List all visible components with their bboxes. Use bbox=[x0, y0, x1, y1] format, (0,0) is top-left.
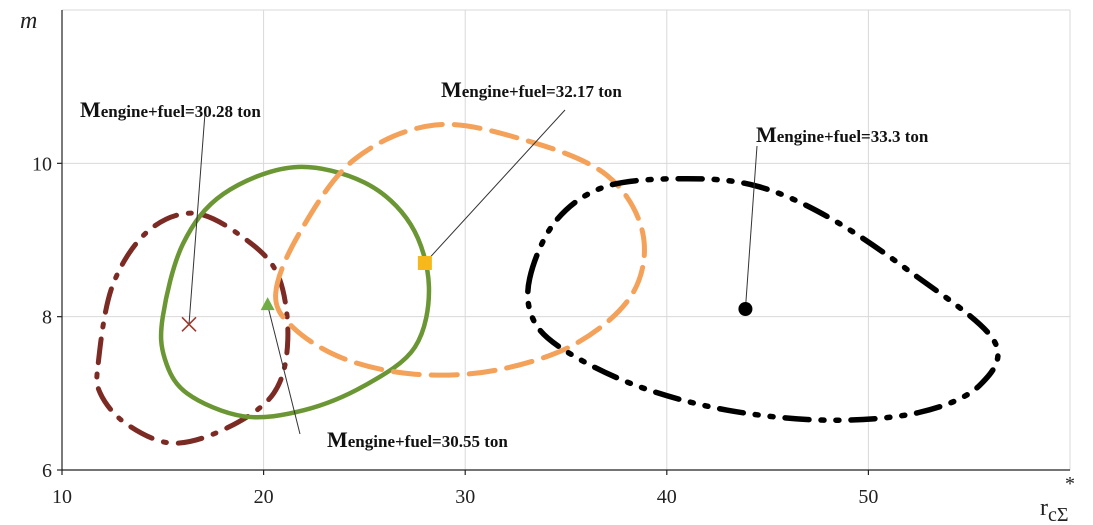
annotation-leader-4 bbox=[745, 146, 757, 309]
x-tick-label: 10 bbox=[52, 486, 72, 508]
y-tick-label: 10 bbox=[32, 153, 52, 175]
annotation-label-4: Mengine+fuel=33.3 ton bbox=[756, 122, 929, 147]
center-marker-square bbox=[418, 256, 432, 270]
annotation-label-1: Mengine+fuel=30.28 ton bbox=[80, 97, 261, 122]
grid-lines bbox=[62, 10, 1070, 470]
center-marker-triangle bbox=[261, 297, 275, 310]
y-axis-label: m bbox=[20, 8, 37, 34]
x-axis-label-superscript: * bbox=[1065, 473, 1075, 495]
center-marker-circle bbox=[738, 302, 752, 316]
annotation-leader-1 bbox=[189, 113, 205, 324]
y-tick-label: 6 bbox=[42, 460, 52, 482]
x-tick-label: 40 bbox=[657, 486, 677, 508]
annotation-label-2: Mengine+fuel=30.55 ton bbox=[327, 427, 508, 452]
contour-line-3 bbox=[276, 124, 645, 375]
x-tick-label: 50 bbox=[858, 486, 878, 508]
labels: 10 20 30 40 50 6 8 10 m rcΣ* Mengine+fuel=30.28 to… bbox=[20, 8, 1075, 525]
contour-line-2 bbox=[161, 167, 429, 417]
annotation-label-3: Mengine+fuel=32.17 ton bbox=[441, 77, 622, 102]
annotation-leaders bbox=[189, 110, 757, 434]
y-tick-label: 8 bbox=[42, 307, 52, 329]
x-tick-label: 30 bbox=[455, 486, 475, 508]
contour-line-4 bbox=[528, 179, 998, 421]
x-axis-label: rcΣ bbox=[1040, 495, 1069, 525]
series-layer bbox=[97, 124, 998, 443]
x-tick-label: 20 bbox=[254, 486, 274, 508]
